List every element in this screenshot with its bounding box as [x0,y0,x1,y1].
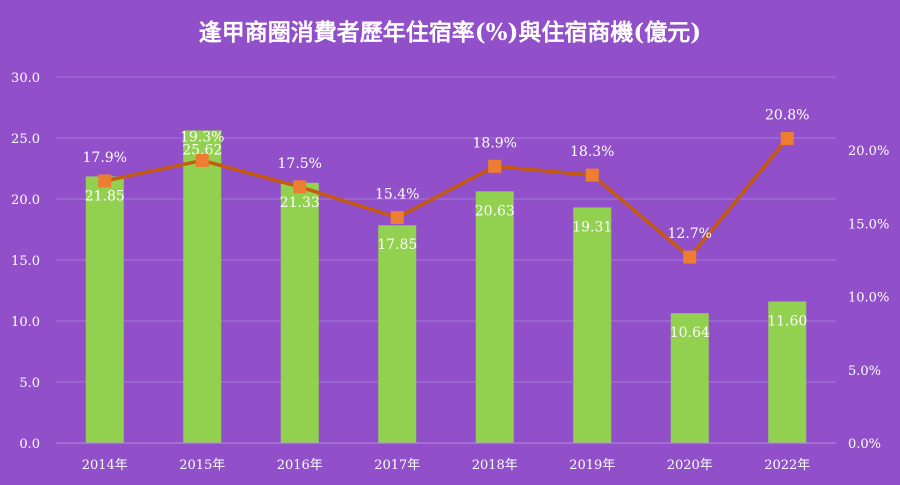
bar-value-label: 17.85 [377,237,417,253]
line-value-label: 19.3% [180,129,224,145]
x-tick-label: 2014年 [82,458,128,473]
bar [183,130,222,443]
chart-title: 逢甲商圈消費者歷年住宿率(%)與住宿商機(億元) [199,19,701,46]
left-tick-label: 30.0 [11,71,40,86]
gridlines [56,76,836,383]
bar [768,301,807,443]
x-tick-label: 2020年 [667,458,713,473]
bar-value-label: 20.63 [475,203,515,219]
line-value-label: 12.7% [668,226,712,242]
line-marker [293,180,307,194]
x-tick-label: 2016年 [277,458,323,473]
line-value-label: 18.9% [473,135,517,151]
right-tick-label: 15.0% [848,217,889,232]
bar-value-label: 19.31 [572,219,612,235]
line-series: 17.9% 19.3% 17.5% 15.4% 18.9% 18.3% 12.7% 20.8% [83,107,809,264]
line-marker [683,250,697,264]
line-path [104,137,789,259]
bar-value-label: 10.64 [670,325,710,341]
left-tick-label: 25.0 [11,132,40,147]
bar [280,182,319,444]
line-marker [585,168,599,182]
left-tick-label: 10.0 [11,315,40,330]
bar-value-label: 21.33 [280,195,320,211]
line-marker [195,153,209,167]
x-tick-label: 2019年 [569,458,615,473]
bar-value-label: 25.62 [182,142,222,158]
left-tick-label: 15.0 [11,254,40,269]
line-value-label: 17.9% [83,150,127,166]
bar [378,225,417,443]
right-tick-label: 20.0% [848,144,889,159]
bar [85,176,124,443]
bar-value-label: 21.85 [85,188,125,204]
line-marker [390,211,404,225]
line-marker [488,159,502,173]
line-value-label: 18.3% [570,144,614,160]
x-tick-label: 2018年 [472,458,518,473]
bar-series: 21.85 25.62 21.33 17.85 20.63 19.31 10.64 11.60 [85,130,807,444]
line-marker [98,174,112,188]
line-value-label: 15.4% [375,187,419,203]
right-tick-label: 5.0% [848,364,881,379]
bar [670,313,709,443]
x-tick-label: 2015年 [179,458,225,473]
right-tick-label: 0.0% [848,437,881,452]
bar [573,207,612,443]
line-value-label: 17.5% [278,156,322,172]
left-tick-label: 0.0 [19,437,40,452]
x-tick-label: 2017年 [374,458,420,473]
bar-value-label: 11.60 [767,313,807,329]
left-tick-label: 20.0 [11,193,40,208]
bar [475,191,514,443]
left-tick-label: 5.0 [19,376,40,391]
right-tick-label: 10.0% [848,291,889,306]
x-tick-label: 2022年 [764,458,810,473]
axes: 0.0 5.0 10.0 15.0 20.0 25.0 30.0 0.0% 5.0% 10.0% 1… [11,71,889,473]
line-value-label: 20.8% [765,107,809,123]
line-marker [780,131,794,145]
